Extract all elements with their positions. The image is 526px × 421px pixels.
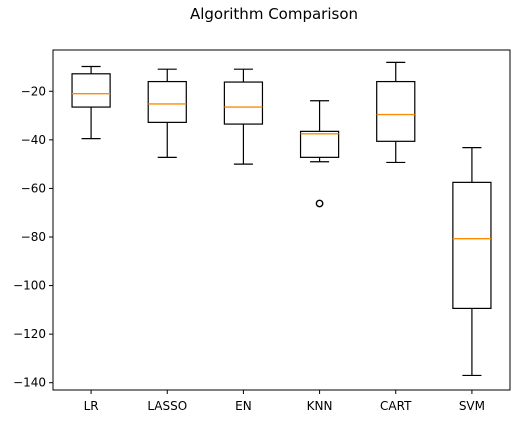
outlier-point — [315, 199, 324, 208]
box-svm — [452, 147, 492, 377]
y-tick-label: −20 — [21, 84, 46, 98]
iqr-box — [299, 130, 340, 158]
iqr-box — [376, 80, 416, 142]
chart-title: Algorithm Comparison — [190, 5, 358, 23]
iqr-box — [147, 80, 187, 123]
box-cart — [376, 61, 416, 164]
y-tick-label: −120 — [13, 327, 46, 341]
x-tick-label-cart: CART — [380, 399, 412, 413]
x-tick-label-knn: KNN — [307, 399, 333, 413]
x-tick-label-lr: LR — [84, 399, 99, 413]
plot-area-frame — [52, 49, 511, 391]
box-lasso — [147, 68, 187, 158]
box-lr — [71, 65, 111, 140]
iqr-box — [71, 73, 111, 108]
x-tick-label-lasso: LASSO — [147, 399, 187, 413]
box-knn — [299, 100, 340, 208]
y-tick-label: −80 — [21, 230, 46, 244]
boxes-group — [71, 61, 492, 377]
y-tick-label: −100 — [13, 279, 46, 293]
y-tick-label: −40 — [21, 133, 46, 147]
iqr-box — [452, 181, 492, 310]
box-en — [223, 68, 264, 165]
y-axis: −20 −40 −60 −80 −100 −120 −140 — [13, 84, 53, 390]
x-axis: LR LASSO EN KNN CART SVM — [84, 390, 485, 413]
x-tick-label-en: EN — [235, 399, 252, 413]
x-tick-label-svm: SVM — [459, 399, 485, 413]
y-tick-label: −140 — [13, 376, 46, 390]
iqr-box — [223, 81, 264, 125]
y-tick-label: −60 — [21, 181, 46, 195]
